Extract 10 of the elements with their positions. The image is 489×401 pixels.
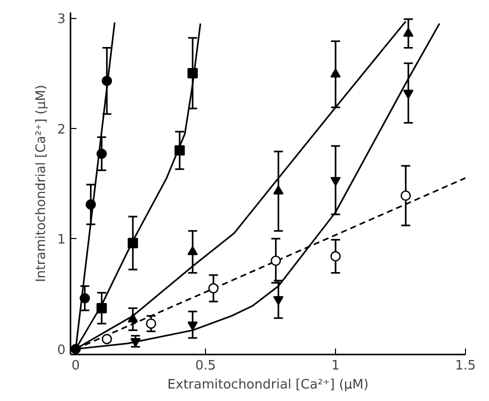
x-tick-label: 1: [331, 358, 340, 374]
x-tick-label: 0.5: [195, 358, 216, 374]
x-tick-label: 0: [72, 358, 80, 374]
y-tick-label: 0: [57, 342, 66, 358]
y-tick-label: 1: [57, 232, 66, 248]
y-tick-label: 3: [57, 12, 66, 28]
x-tick-label: 1.5: [455, 358, 476, 374]
y-axis-title: Intramitochondrial [Ca²⁺] (µM): [34, 84, 50, 282]
x-axis-title: Extramitochondrial [Ca²⁺] (µM): [167, 378, 369, 392]
y-tick-label: 2: [57, 122, 66, 138]
